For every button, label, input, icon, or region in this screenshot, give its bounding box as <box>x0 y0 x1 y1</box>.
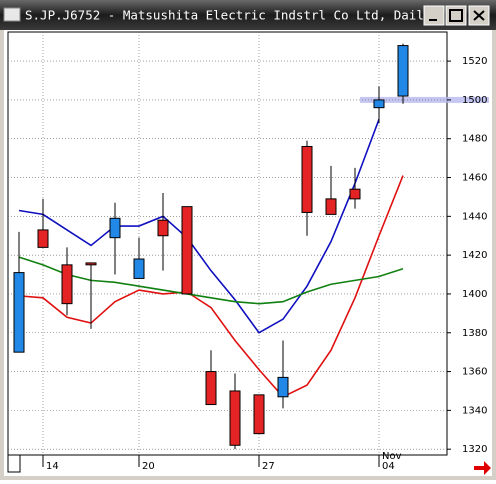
candle-body <box>253 394 265 435</box>
y-tick-label: 1320 <box>462 444 487 455</box>
candle-body <box>157 219 169 237</box>
y-tick-label: 1500 <box>462 95 487 106</box>
candle-body <box>349 188 361 200</box>
candle-body <box>181 206 193 295</box>
candle-body <box>109 217 121 239</box>
y-tick-label: 1420 <box>462 250 487 261</box>
price-highlight <box>360 96 489 103</box>
candle-body <box>37 229 49 248</box>
scroll-arrow[interactable] <box>474 461 491 475</box>
y-tick-label: 1340 <box>462 405 487 416</box>
app-icon <box>3 7 21 22</box>
y-tick-label: 1480 <box>462 134 487 145</box>
moving-average-line <box>18 175 404 398</box>
y-tick-label: 1440 <box>462 211 487 222</box>
scroll-box[interactable] <box>7 454 21 473</box>
candle-body <box>373 99 385 109</box>
candle-body <box>61 264 73 305</box>
x-tick-label: 04 <box>382 461 395 472</box>
candle-body <box>277 376 289 398</box>
candle-body <box>301 145 313 213</box>
minimize-button[interactable] <box>423 5 445 26</box>
y-tick-label: 1400 <box>462 289 487 300</box>
candle-body <box>133 258 145 279</box>
plot-area <box>7 31 448 456</box>
close-button[interactable] <box>468 5 490 26</box>
x-tick-label: 14 <box>46 461 59 472</box>
moving-average-line <box>18 256 404 305</box>
title-bar <box>0 0 496 30</box>
window-title: S.JP.J6752 - Matsushita Electric Indstrl… <box>25 8 432 23</box>
y-tick-label: 1460 <box>462 173 487 184</box>
x-tick-label: 27 <box>262 461 275 472</box>
candle-body <box>85 262 97 266</box>
x-tick-label: 20 <box>142 461 155 472</box>
maximize-button[interactable] <box>445 5 467 26</box>
y-tick-label: 1360 <box>462 367 487 378</box>
y-tick-label: 1380 <box>462 328 487 339</box>
candle-body <box>13 272 25 353</box>
candle-body <box>205 371 217 406</box>
candle-body <box>229 390 241 446</box>
moving-average-line <box>18 119 380 334</box>
candle-body <box>397 45 409 97</box>
candle-body <box>325 198 337 215</box>
y-tick-label: 1520 <box>462 56 487 67</box>
month-label: Nov <box>382 451 402 462</box>
